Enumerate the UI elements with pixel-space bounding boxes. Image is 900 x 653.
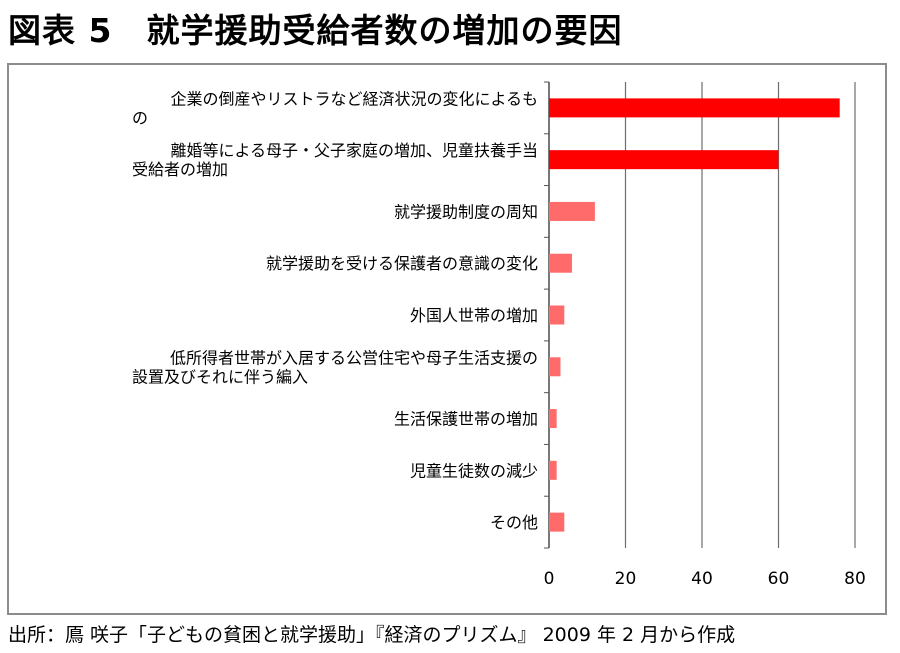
category-label: 企業の倒産やリストラなど経済状況の変化によるも (170, 89, 538, 108)
bar (549, 357, 561, 377)
x-tick-label: 0 (544, 569, 555, 589)
bar (549, 512, 565, 532)
x-tick-label: 20 (615, 569, 637, 589)
bar (549, 253, 572, 273)
bar (549, 98, 840, 118)
category-label: 設置及びそれに伴う編入 (132, 367, 308, 386)
category-label: 児童生徒数の減少 (410, 461, 538, 480)
category-label: 就学援助を受ける保護者の意識の変化 (266, 254, 538, 273)
bar (549, 305, 565, 325)
category-label: その他 (490, 513, 538, 532)
bar (549, 150, 779, 170)
bar (549, 409, 557, 429)
category-label: 低所得者世帯が入居する公営住宅や母子生活支援の (170, 348, 538, 367)
bar (549, 460, 557, 480)
page-title: 図表 5 就学援助受給者数の増加の要因 (8, 11, 623, 50)
category-label: 就学援助制度の周知 (394, 202, 538, 221)
category-label: 生活保護世帯の増加 (394, 410, 538, 429)
x-tick-label: 80 (844, 569, 866, 589)
category-label: 外国人世帯の増加 (410, 306, 538, 325)
source-note: 出所：鳫 咲子「子どもの貧困と就学援助」『経済のプリズム』 2009 年 2 月… (8, 624, 736, 646)
category-label: の (132, 108, 148, 127)
bar (549, 201, 595, 221)
x-tick-label: 40 (691, 569, 713, 589)
x-tick-label: 60 (768, 569, 790, 589)
category-label: 受給者の増加 (132, 160, 228, 179)
category-label: 離婚等による母子・父子家庭の増加、児童扶養手当 (170, 141, 538, 160)
